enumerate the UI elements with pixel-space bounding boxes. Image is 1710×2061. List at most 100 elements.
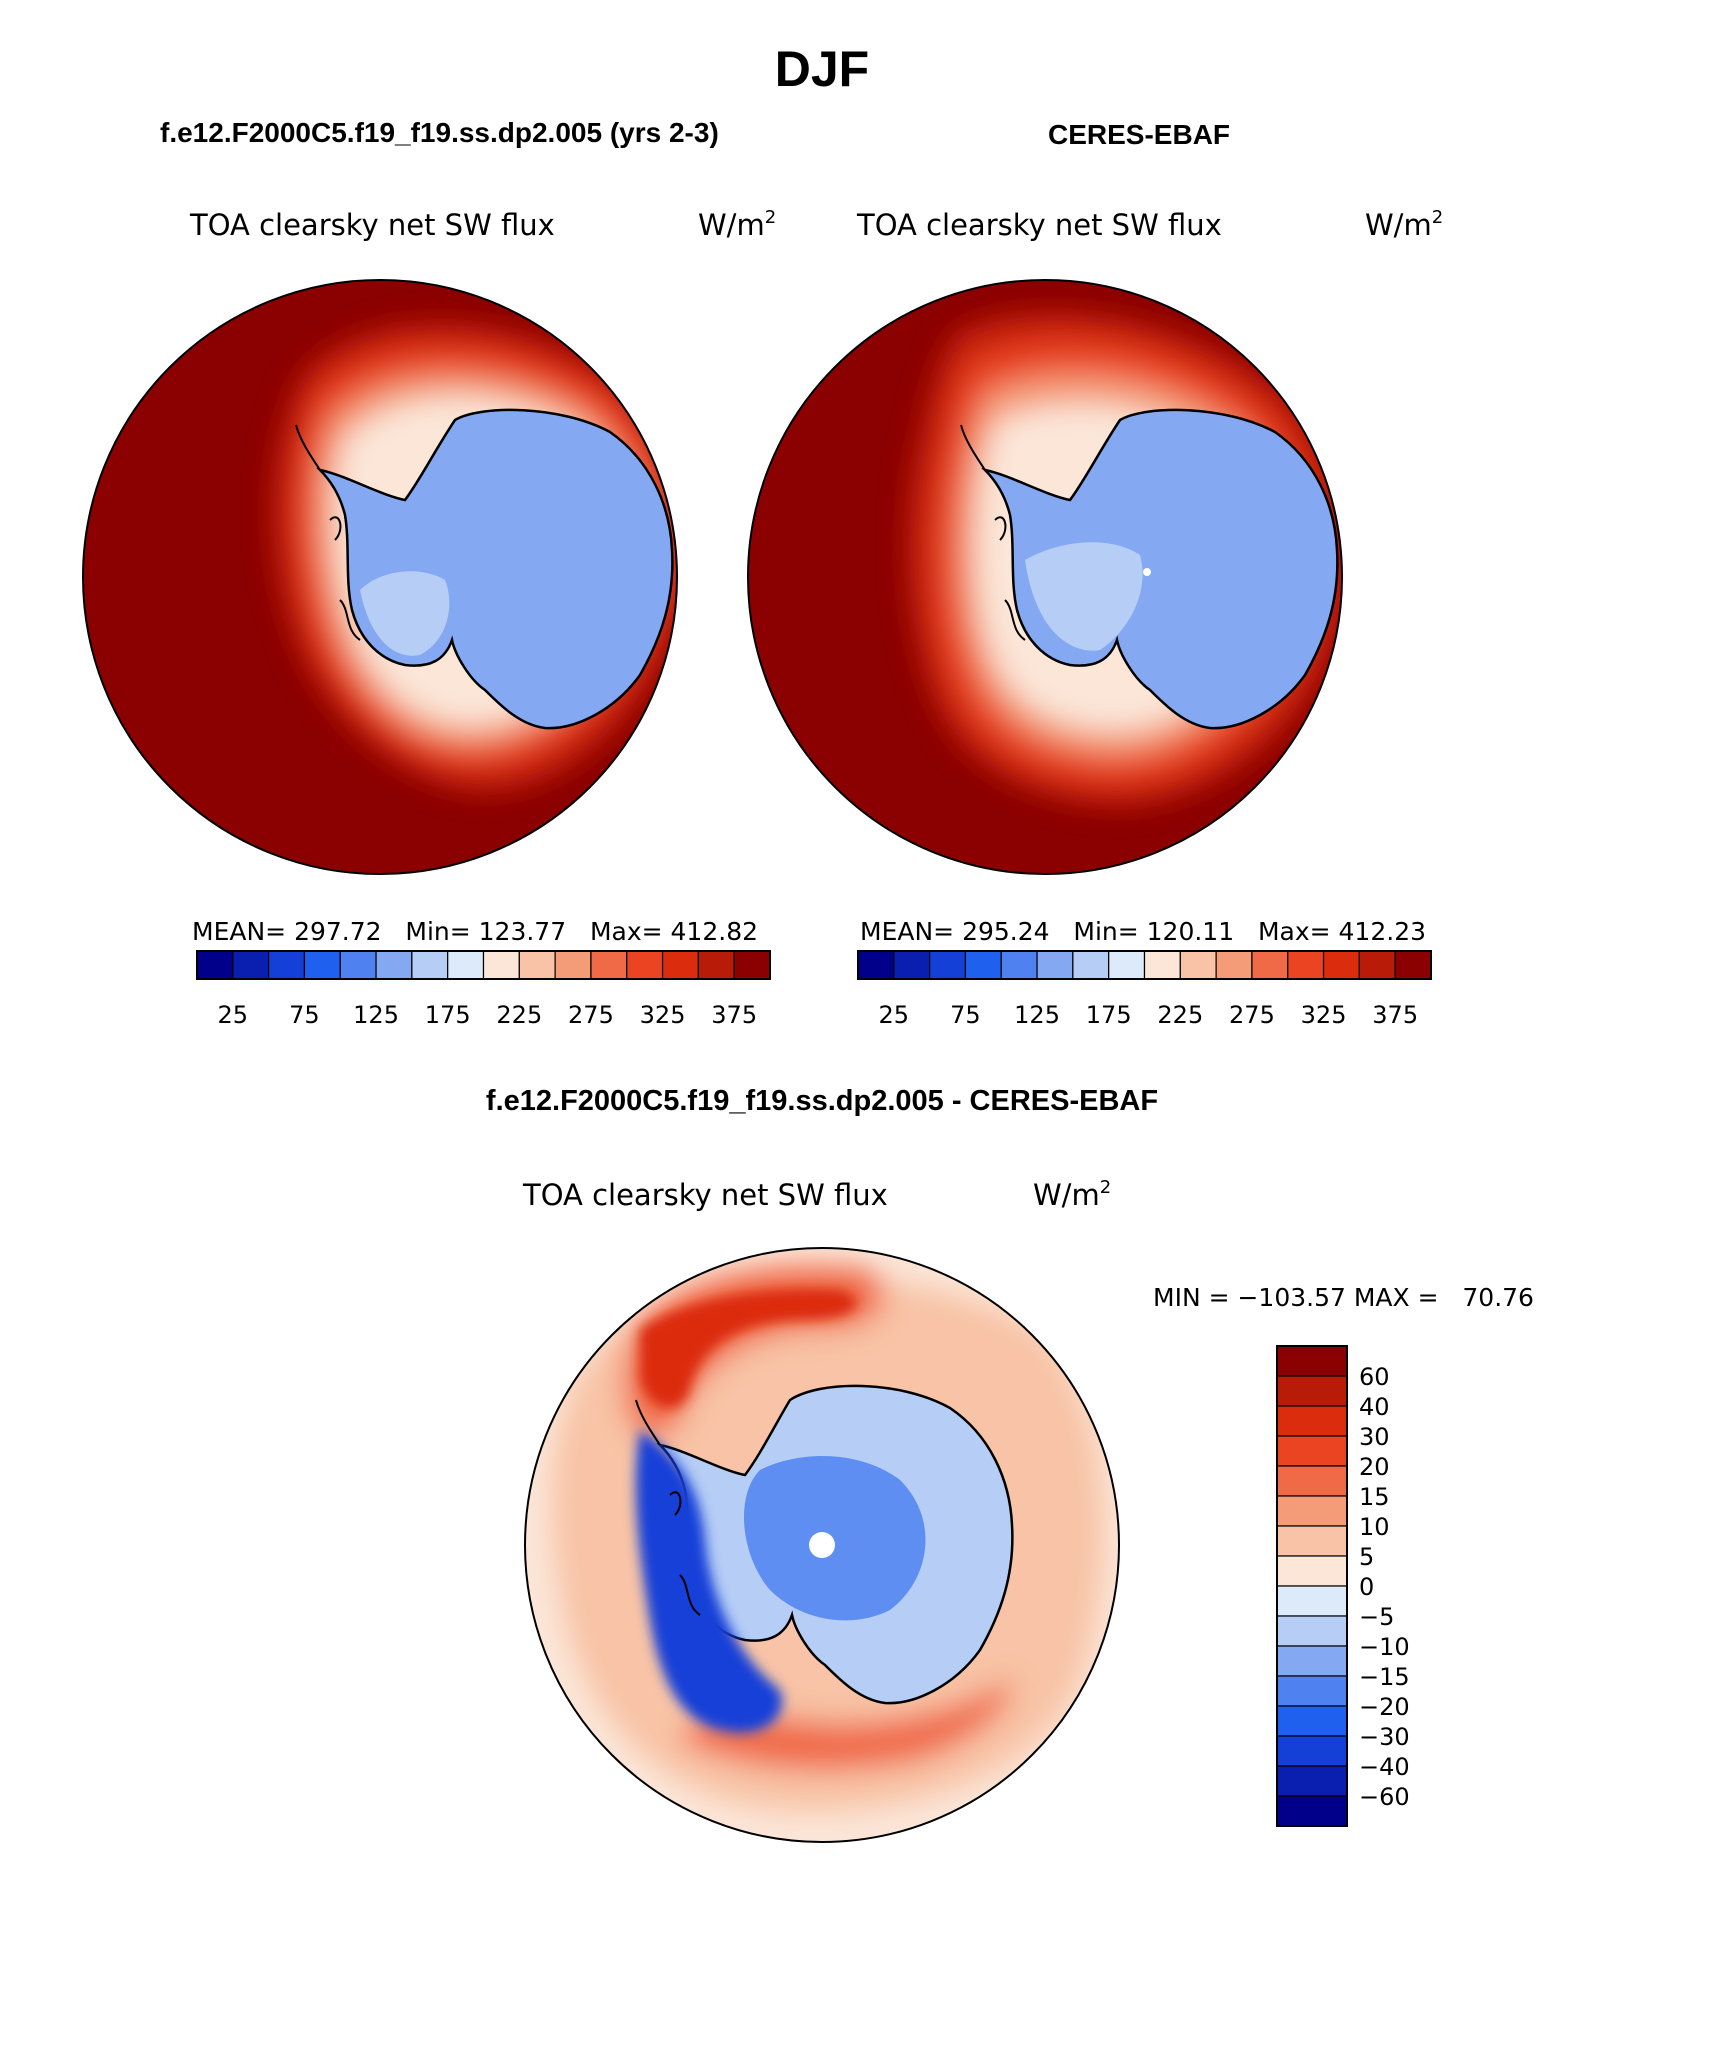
colorbar-left: 25 75 125 175 225 275 325 375: [196, 950, 771, 1029]
colorbar-right-swatch: [1108, 950, 1146, 980]
colorbar-right-swatch: [1179, 950, 1217, 980]
map-diff-top-hotspot: [640, 1289, 857, 1409]
colorbar-right-tick-label: 125: [1014, 1001, 1060, 1029]
colorbar-difference-tick-label: 40: [1359, 1393, 1390, 1421]
colorbar-difference-swatch: [1276, 1435, 1348, 1467]
map-panel-right-continent: [981, 408, 1339, 730]
map-panel-difference: [525, 1248, 1119, 1842]
colorbar-difference-swatch: [1276, 1765, 1348, 1797]
colorbar-left-swatch: [232, 950, 270, 980]
colorbar-difference-tick-label: 5: [1359, 1543, 1374, 1571]
panel-right-units-base: W/m: [1365, 208, 1432, 242]
panel-left-stats: MEAN= 297.72 Min= 123.77 Max= 412.82: [192, 917, 758, 946]
colorbar-difference-swatch: [1276, 1345, 1348, 1377]
colorbar-right-border: [857, 950, 1432, 980]
colorbar-difference-swatch: [1276, 1735, 1348, 1767]
colorbar-right-swatch: [964, 950, 1002, 980]
colorbar-difference-tick-label: −5: [1359, 1603, 1394, 1631]
colorbar-left-tick-label: 125: [353, 1001, 399, 1029]
colorbar-left-tick-label: 275: [568, 1001, 614, 1029]
colorbar-left-tick-label: 225: [496, 1001, 542, 1029]
colorbar-difference-tick-label: 15: [1359, 1483, 1390, 1511]
colorbar-right-tick-label: 175: [1086, 1001, 1132, 1029]
map-panel-right-pole: [1143, 568, 1151, 576]
map-diff-ring-south: [680, 1680, 1012, 1771]
map-diff-blue-west: [635, 1430, 782, 1733]
colorbar-left-tick-label: 25: [218, 1001, 249, 1029]
panel-left-variable-label: TOA clearsky net SW flux: [189, 208, 555, 242]
colorbar-right-swatch: [1000, 950, 1038, 980]
colorbar-difference-tick-label: 0: [1359, 1573, 1374, 1601]
map-panel-right-frame: [747, 279, 1343, 875]
colorbar-right-swatch: [893, 950, 931, 980]
colorbar-right-swatch: [1072, 950, 1110, 980]
colorbar-left-swatch: [268, 950, 306, 980]
colorbar-left-swatch: [626, 950, 664, 980]
map-panel-right-west-antarctica: [1025, 542, 1143, 651]
map-panel-difference-frame: [524, 1247, 1120, 1843]
colorbar-difference-tick-label: −30: [1359, 1723, 1410, 1751]
difference-units-base: W/m: [1033, 1178, 1100, 1212]
colorbar-difference-tick-label: 60: [1359, 1363, 1390, 1391]
colorbar-difference-swatch: [1276, 1705, 1348, 1737]
colorbar-right-swatch: [1358, 950, 1396, 980]
colorbar-right-swatch: [929, 950, 967, 980]
colorbar-right: 25 75 125 175 225 275 325 375: [857, 950, 1432, 1029]
difference-variable-label: TOA clearsky net SW flux: [522, 1178, 888, 1212]
map-panel-left-frame: [82, 279, 678, 875]
colorbar-left-swatch: [303, 950, 341, 980]
colorbar-difference-swatch: [1276, 1495, 1348, 1527]
panel-left-units-sup: 2: [765, 207, 776, 228]
map-diff-peninsula: [635, 1399, 701, 1616]
colorbar-left-swatch: [518, 950, 556, 980]
map-panel-right: [748, 280, 1342, 874]
map-panel-left-west-antarctica: [360, 571, 450, 656]
difference-stats: MIN = −103.57 MAX = 70.76: [1153, 1283, 1534, 1312]
colorbar-right-tick-label: 225: [1157, 1001, 1203, 1029]
colorbar-right-tick-label: 75: [950, 1001, 981, 1029]
map-panel-left-peninsula: [295, 424, 361, 641]
colorbar-difference-border: [1276, 1345, 1348, 1827]
colorbar-difference-swatch: [1276, 1375, 1348, 1407]
colorbar-right-swatch: [1322, 950, 1360, 980]
colorbar-left-border: [196, 950, 771, 980]
difference-title: f.e12.F2000C5.f19_f19.ss.dp2.005 - CERES…: [486, 1085, 1158, 1117]
colorbar-left-tick-label: 75: [289, 1001, 320, 1029]
colorbar-difference-swatch: [1276, 1555, 1348, 1587]
colorbar-left-swatch: [482, 950, 520, 980]
colorbar-difference-swatch: [1276, 1795, 1348, 1827]
colorbar-right-tick-label: 25: [879, 1001, 910, 1029]
colorbar-difference-tick-label: 20: [1359, 1453, 1390, 1481]
colorbar-left-swatch: [661, 950, 699, 980]
map-diff-pole: [809, 1532, 835, 1558]
map-panel-left: [83, 280, 677, 874]
colorbar-difference-swatch: [1276, 1615, 1348, 1647]
panel-right-units: W/m2: [1365, 207, 1443, 242]
colorbar-right-swatch: [1287, 950, 1325, 980]
colorbar-left-tick-label: 375: [711, 1001, 757, 1029]
colorbar-left-tick-label: 325: [640, 1001, 686, 1029]
colorbar-left-swatch: [697, 950, 735, 980]
colorbar-difference-tick-label: −20: [1359, 1693, 1410, 1721]
colorbar-left-swatch: [733, 950, 771, 980]
difference-units-sup: 2: [1100, 1177, 1111, 1198]
panel-right-stats: MEAN= 295.24 Min= 120.11 Max= 412.23: [860, 917, 1426, 946]
colorbar-right-tick-label: 325: [1301, 1001, 1347, 1029]
colorbar-left-swatch: [590, 950, 628, 980]
colorbar-left-tick-label: 175: [425, 1001, 471, 1029]
colorbar-difference-tick-label: 10: [1359, 1513, 1390, 1541]
panel-left-units: W/m2: [698, 207, 776, 242]
colorbar-difference-swatch: [1276, 1465, 1348, 1497]
panel-left-units-base: W/m: [698, 208, 765, 242]
panel-right-units-sup: 2: [1432, 207, 1443, 228]
colorbar-left-swatch: [447, 950, 485, 980]
colorbar-right-swatch: [1036, 950, 1074, 980]
colorbar-difference-tick-label: −15: [1359, 1663, 1410, 1691]
figure-title: DJF: [775, 41, 869, 97]
colorbar-difference-swatch: [1276, 1585, 1348, 1617]
difference-units: W/m2: [1033, 1177, 1111, 1212]
colorbar-right-swatch: [1143, 950, 1181, 980]
colorbar-left-swatch: [339, 950, 377, 980]
map-panel-right-peninsula: [960, 424, 1026, 641]
